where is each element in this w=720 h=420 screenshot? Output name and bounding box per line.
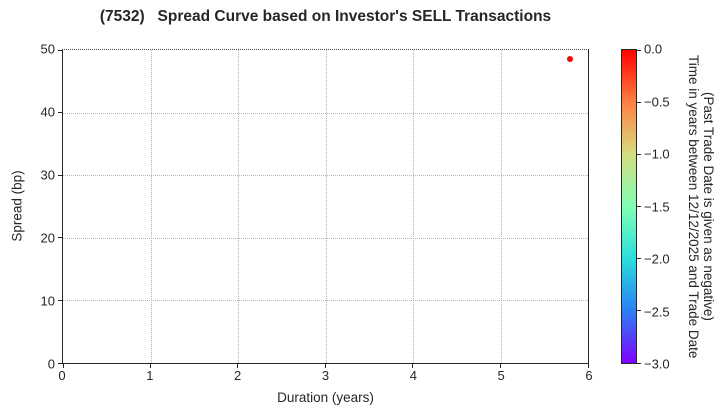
y-tick-label: 0	[47, 356, 55, 372]
x-tick-label: 0	[58, 368, 66, 383]
y-gridline	[63, 237, 588, 239]
x-tick-mark	[149, 364, 151, 368]
y-gridline	[63, 175, 588, 177]
y-tick-label: 40	[40, 104, 55, 120]
y-tick-mark	[58, 49, 62, 51]
colorbar-tick-mark	[637, 206, 641, 207]
colorbar-tick-mark	[637, 153, 641, 155]
colorbar-tick-label: −1.0	[644, 146, 670, 162]
y-tick-mark	[58, 112, 62, 114]
colorbar-tick-mark	[637, 258, 641, 260]
x-gridline	[500, 50, 502, 363]
colorbar-tick-label: −0.5	[644, 94, 670, 109]
x-tick-label: 1	[146, 368, 154, 383]
colorbar-label-line1: Time in years between 12/12/2025 and Tra…	[686, 54, 701, 359]
colorbar-tick-mark	[637, 310, 641, 312]
y-tick-label: 10	[40, 293, 55, 309]
y-gridline	[63, 300, 588, 302]
colorbar-label-line2: (Past Trade Date is given as negative)	[701, 92, 716, 321]
data-point	[566, 56, 573, 63]
x-tick-label: 6	[585, 368, 593, 383]
colorbar-tick-mark	[637, 49, 641, 51]
colorbar	[621, 49, 641, 364]
x-gridline	[238, 50, 239, 363]
x-axis-label: Duration (years)	[277, 390, 374, 405]
x-tick-mark	[412, 364, 414, 368]
x-gridline	[325, 50, 327, 363]
y-tick-label: 30	[40, 167, 55, 183]
colorbar-tick-mark	[637, 101, 641, 103]
y-tick-mark	[58, 174, 62, 176]
x-tick-mark	[325, 364, 326, 368]
chart-title: (7532) Spread Curve based on Investor's …	[99, 8, 552, 25]
x-gridline	[150, 50, 152, 363]
y-gridline	[63, 112, 588, 114]
colorbar-tick-label: −2.5	[644, 304, 670, 319]
y-tick-label: 50	[40, 41, 55, 57]
y-tick-mark	[58, 237, 62, 239]
plot-area	[58, 49, 589, 368]
colorbar-tick-label: 0.0	[644, 41, 663, 57]
colorbar-axis-label: Time in years between 12/12/2025 and Tra…	[686, 49, 718, 364]
x-tick-label: 4	[409, 368, 417, 383]
x-tick-mark	[587, 364, 589, 368]
y-tick-label: 20	[40, 230, 55, 246]
x-tick-label: 2	[234, 368, 242, 383]
colorbar-tick-label: −1.5	[644, 199, 670, 214]
x-tick-mark	[62, 364, 64, 368]
y-tick-mark	[58, 362, 62, 364]
x-tick-label: 5	[497, 368, 505, 383]
x-tick-mark	[500, 364, 501, 368]
x-tick-mark	[237, 364, 239, 368]
colorbar-tick-label: −3.0	[644, 356, 670, 372]
x-axis-tick-labels: 0 1 2 3 4 5 6	[58, 368, 593, 384]
colorbar-tick-label: −2.0	[644, 251, 670, 267]
y-axis-tick-labels: 0 10 20 30 40 50	[0, 42, 55, 372]
y-axis-label: Spread (bp)	[9, 170, 25, 242]
y-tick-mark	[58, 299, 62, 301]
colorbar-tick-labels: 0.0 −0.5 −1.0 −1.5 −2.0 −2.5 −3.0	[644, 42, 684, 372]
colorbar-tick-mark	[637, 362, 641, 364]
x-gridline	[413, 50, 414, 363]
x-tick-label: 3	[321, 368, 330, 383]
